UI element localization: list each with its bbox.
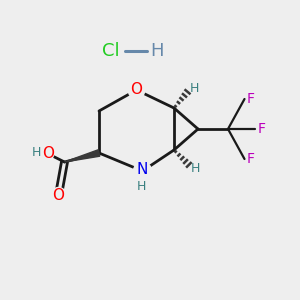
Circle shape	[128, 82, 145, 98]
Text: O: O	[52, 188, 64, 202]
Text: O: O	[42, 146, 54, 160]
Text: F: F	[247, 152, 255, 166]
Polygon shape	[64, 150, 100, 162]
Text: H: H	[136, 180, 146, 193]
Text: F: F	[247, 92, 255, 106]
Text: Cl: Cl	[102, 42, 120, 60]
Text: H: H	[151, 42, 164, 60]
Text: H: H	[190, 82, 199, 95]
Text: N: N	[137, 162, 148, 177]
Circle shape	[134, 162, 152, 180]
Circle shape	[51, 188, 66, 202]
Text: H: H	[191, 161, 201, 175]
Text: O: O	[130, 82, 142, 98]
Circle shape	[39, 146, 54, 160]
Text: F: F	[258, 122, 266, 136]
Text: H: H	[32, 146, 41, 160]
